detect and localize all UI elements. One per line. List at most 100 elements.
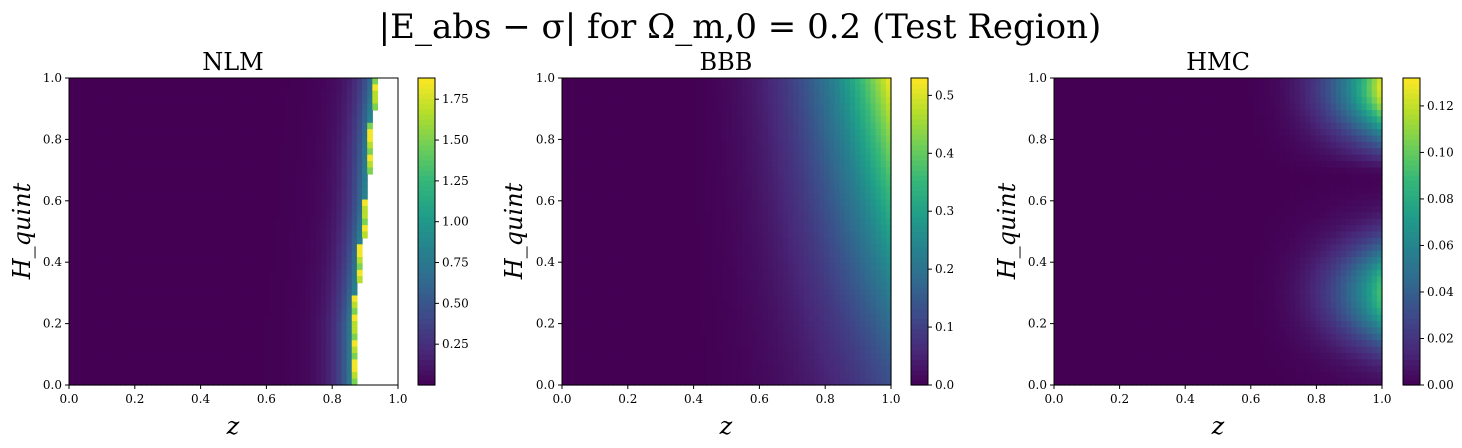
heatmap-cell	[726, 167, 733, 175]
heatmap-cell	[171, 327, 178, 335]
heatmap-cell	[99, 180, 106, 188]
heatmap-cell	[254, 346, 260, 354]
heatmap-cell	[166, 90, 173, 98]
heatmap-cell	[161, 327, 168, 335]
heatmap-cell	[228, 135, 235, 143]
heatmap-cell	[331, 199, 337, 207]
heatmap-cell	[305, 301, 312, 309]
heatmap-cell	[705, 90, 712, 98]
heatmap-cell	[151, 308, 157, 316]
heatmap-cell	[300, 212, 307, 220]
heatmap-cell	[104, 84, 111, 92]
heatmap-cell	[618, 135, 625, 143]
heatmap-cell	[315, 327, 322, 335]
heatmap-cell	[603, 250, 609, 258]
heatmap-cell	[212, 97, 219, 105]
heatmap-cell	[315, 218, 322, 226]
heatmap-cell	[104, 173, 111, 181]
heatmap-cell	[320, 205, 327, 213]
heatmap-cell	[870, 186, 877, 194]
heatmap-cell	[171, 353, 178, 361]
heatmap-cell	[346, 295, 353, 303]
heatmap-cell	[860, 205, 866, 213]
heatmap-cell	[664, 135, 671, 143]
heatmap-cell	[747, 186, 753, 194]
heatmap-cell	[798, 250, 805, 258]
heatmap-cell	[567, 289, 573, 297]
heatmap-cell	[824, 161, 830, 169]
heatmap-cell	[254, 122, 260, 130]
heatmap-cell	[115, 90, 122, 98]
heatmap-cell	[69, 372, 75, 380]
heatmap-cell	[197, 263, 204, 271]
heatmap-cell	[700, 84, 707, 92]
heatmap-cell	[813, 282, 820, 290]
heatmap-cell	[341, 205, 348, 213]
heatmap-cell	[176, 148, 183, 156]
heatmap-cell	[351, 173, 358, 181]
heatmap-cell	[94, 161, 101, 169]
heatmap-cell	[130, 116, 137, 124]
heatmap-cell	[567, 167, 573, 175]
heatmap-cell	[767, 109, 774, 117]
heatmap-cell	[685, 116, 692, 124]
heatmap-cell	[89, 225, 96, 233]
heatmap-cell	[777, 276, 784, 284]
colorbar-frame	[417, 77, 436, 386]
heatmap-cell	[176, 161, 183, 169]
heatmap-cell	[633, 212, 640, 220]
heatmap-cell	[130, 237, 137, 245]
heatmap-cell	[716, 154, 722, 162]
heatmap-cell	[572, 161, 579, 169]
heatmap-cell	[880, 186, 887, 194]
heatmap-cell	[151, 109, 157, 117]
heatmap-cell	[156, 372, 163, 380]
heatmap-cell	[259, 365, 265, 373]
heatmap-cell	[264, 276, 271, 284]
heatmap-cell	[875, 231, 882, 239]
heatmap-cell	[79, 269, 86, 277]
heatmap-cell	[104, 199, 111, 207]
heatmap-cell	[248, 135, 255, 143]
heatmap-cell	[182, 129, 188, 137]
heatmap-cell	[115, 372, 122, 380]
heatmap-cell	[783, 218, 789, 226]
heatmap-cell	[218, 78, 224, 85]
heatmap-cell	[844, 78, 851, 85]
heatmap-cell	[120, 353, 127, 361]
heatmap-cell	[310, 193, 317, 201]
heatmap-cell	[669, 276, 676, 284]
heatmap-cell	[356, 90, 363, 98]
heatmap-cell	[223, 103, 229, 111]
heatmap-cell	[633, 97, 640, 105]
heatmap-cell	[639, 269, 645, 277]
heatmap-cell	[628, 116, 635, 124]
heatmap-cell	[171, 263, 178, 271]
heatmap-cell	[767, 282, 774, 290]
heatmap-cell	[587, 225, 594, 233]
heatmap-cell	[618, 173, 625, 181]
heatmap-cell	[79, 314, 86, 322]
heatmap-cell	[613, 78, 620, 85]
heatmap-cell	[772, 161, 779, 169]
heatmap-cell	[182, 365, 188, 373]
heatmap-cell	[752, 193, 758, 201]
heatmap-cell	[326, 237, 332, 245]
heatmap-cell	[197, 180, 204, 188]
heatmap-cell	[690, 231, 697, 239]
heatmap-cell	[567, 225, 573, 233]
heatmap-cell	[577, 237, 584, 245]
heatmap-cell	[182, 282, 188, 290]
heatmap-cell	[577, 199, 584, 207]
heatmap-cell	[813, 237, 820, 245]
heatmap-cell	[592, 116, 599, 124]
heatmap-cell	[587, 97, 594, 105]
heatmap-cell	[161, 205, 168, 213]
heatmap-cell	[695, 173, 702, 181]
heatmap-cell	[99, 193, 106, 201]
heatmap-cell	[341, 116, 348, 124]
heatmap-cell	[69, 218, 75, 226]
heatmap-cell	[156, 276, 163, 284]
heatmap-cell	[618, 244, 625, 252]
heatmap-cell	[865, 109, 872, 117]
